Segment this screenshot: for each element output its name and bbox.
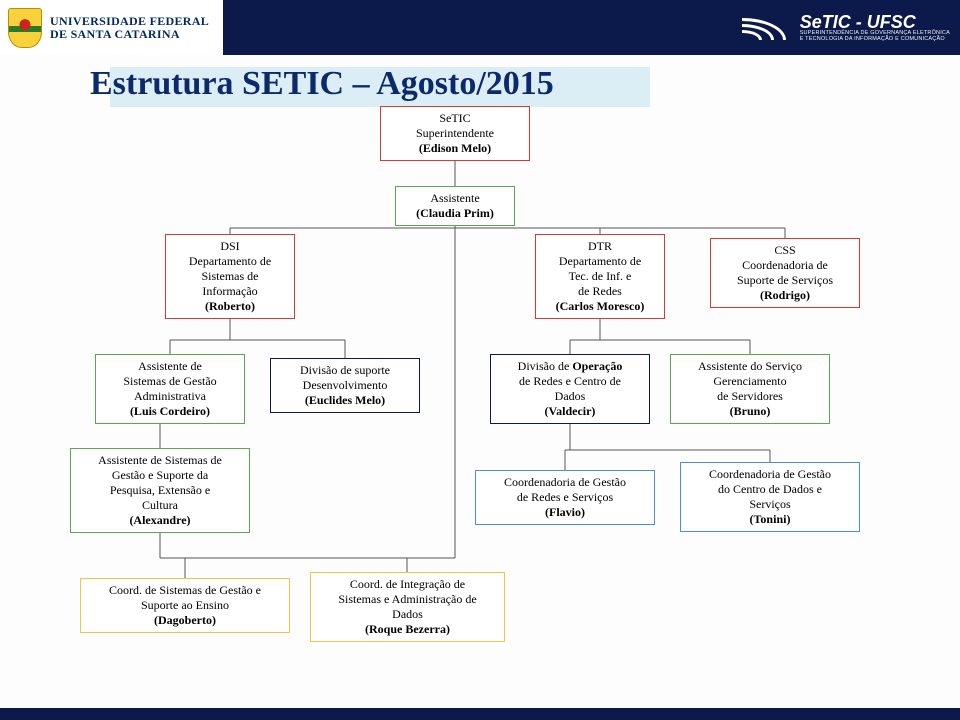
org-node-line: DTR <box>542 239 658 254</box>
org-node-dor: Divisão de Operaçãode Redes e Centro deD… <box>490 354 650 424</box>
org-node-line: de Servidores <box>677 389 823 404</box>
org-node-line: Coordenadoria de Gestão <box>687 467 853 482</box>
org-node-line: Suporte de Serviços <box>717 273 853 288</box>
org-node-line: Gestão e Suporte da <box>77 468 243 483</box>
org-node-line: (Roque Bezerra) <box>317 622 498 637</box>
org-node-line: Assistente de Sistemas de <box>77 453 243 468</box>
org-node-csge: Coord. de Sistemas de Gestão eSuporte ao… <box>80 578 290 633</box>
org-node-line: Assistente de <box>102 359 238 374</box>
org-node-line: Cultura <box>77 498 243 513</box>
brand-sub2: E TECNOLOGIA DA INFORMAÇÃO E COMUNICAÇÃO <box>800 37 950 43</box>
org-node-line: Assistente do Serviço <box>677 359 823 374</box>
org-node-line: Sistemas e Administração de <box>317 592 498 607</box>
org-node-line: Coord. de Sistemas de Gestão e <box>87 583 283 598</box>
org-node-dsi: DSIDepartamento deSistemas deInformação(… <box>165 234 295 319</box>
org-node-asst1: Assistente(Claudia Prim) <box>395 186 515 226</box>
org-node-line: Coordenadoria de Gestão <box>482 475 648 490</box>
org-node-line: (Valdecir) <box>497 404 643 419</box>
org-node-line: Sistemas de Gestão <box>102 374 238 389</box>
org-node-css: CSSCoordenadoria deSuporte de Serviços(R… <box>710 238 860 308</box>
org-node-line: Assistente <box>402 191 508 206</box>
org-node-line: SeTIC <box>387 111 523 126</box>
org-node-line: Departamento de <box>542 254 658 269</box>
org-node-line: (Bruno) <box>677 404 823 419</box>
org-node-line: DSI <box>172 239 288 254</box>
org-node-line: Suporte ao Ensino <box>87 598 283 613</box>
org-node-line: Departamento de <box>172 254 288 269</box>
org-node-line: Dados <box>497 389 643 404</box>
ufsc-crest-icon <box>8 8 42 48</box>
org-node-line: (Tonini) <box>687 512 853 527</box>
org-node-cgrs: Coordenadoria de Gestãode Redes e Serviç… <box>475 470 655 525</box>
org-node-asg: Assistente do ServiçoGerenciamentode Ser… <box>670 354 830 424</box>
org-node-line: do Centro de Dados e <box>687 482 853 497</box>
footer-strip <box>0 708 960 720</box>
org-node-line: Divisão de suporte <box>277 363 413 378</box>
brand-block: SeTIC - UFSC SUPERINTENDÊNCIA DE GOVERNA… <box>740 10 960 46</box>
setic-arc-icon <box>740 10 790 46</box>
page-title: Estrutura SETIC – Agosto/2015 <box>0 61 960 103</box>
org-node-root: SeTICSuperintendente(Edison Melo) <box>380 106 530 161</box>
org-node-line: Gerenciamento <box>677 374 823 389</box>
org-node-line: de Redes <box>542 284 658 299</box>
org-node-line: (Euclides Melo) <box>277 393 413 408</box>
university-line1: UNIVERSIDADE FEDERAL <box>50 15 209 28</box>
org-node-line: (Roberto) <box>172 299 288 314</box>
org-node-line: Coordenadoria de <box>717 258 853 273</box>
university-badge: UNIVERSIDADE FEDERAL DE SANTA CATARINA <box>0 0 223 55</box>
brand-title: SeTIC - UFSC <box>800 13 950 31</box>
org-node-line: Pesquisa, Extensão e <box>77 483 243 498</box>
org-node-line: Desenvolvimento <box>277 378 413 393</box>
org-node-line: (Rodrigo) <box>717 288 853 303</box>
org-node-sga: Assistente deSistemas de GestãoAdministr… <box>95 354 245 424</box>
org-node-line: (Alexandre) <box>77 513 243 528</box>
org-node-line: Informação <box>172 284 288 299</box>
org-node-line: Coord. de Integração de <box>317 577 498 592</box>
org-node-line: (Luis Cordeiro) <box>102 404 238 419</box>
org-node-line: de Redes e Serviços <box>482 490 648 505</box>
org-node-cisa: Coord. de Integração deSistemas e Admini… <box>310 572 505 642</box>
org-node-line: (Edison Melo) <box>387 141 523 156</box>
org-node-line: Dados <box>317 607 498 622</box>
university-line2: DE SANTA CATARINA <box>50 28 209 41</box>
org-node-aspec: Assistente de Sistemas deGestão e Suport… <box>70 448 250 533</box>
org-node-line: (Carlos Moresco) <box>542 299 658 314</box>
org-node-line: Superintendente <box>387 126 523 141</box>
org-node-line: CSS <box>717 243 853 258</box>
org-node-line: de Redes e Centro de <box>497 374 643 389</box>
org-node-line: Sistemas de <box>172 269 288 284</box>
org-node-line: (Flavio) <box>482 505 648 520</box>
org-node-line: Serviços <box>687 497 853 512</box>
org-node-dsd: Divisão de suporteDesenvolvimento(Euclid… <box>270 358 420 413</box>
org-node-line: Divisão de Operação <box>497 359 643 374</box>
app-header: UNIVERSIDADE FEDERAL DE SANTA CATARINA S… <box>0 0 960 55</box>
org-node-line: Tec. de Inf. e <box>542 269 658 284</box>
org-node-line: Administrativa <box>102 389 238 404</box>
org-node-cgcd: Coordenadoria de Gestãodo Centro de Dado… <box>680 462 860 532</box>
org-node-line: (Dagoberto) <box>87 613 283 628</box>
org-node-line: (Claudia Prim) <box>402 206 508 221</box>
org-node-dtr: DTRDepartamento deTec. de Inf. ede Redes… <box>535 234 665 319</box>
